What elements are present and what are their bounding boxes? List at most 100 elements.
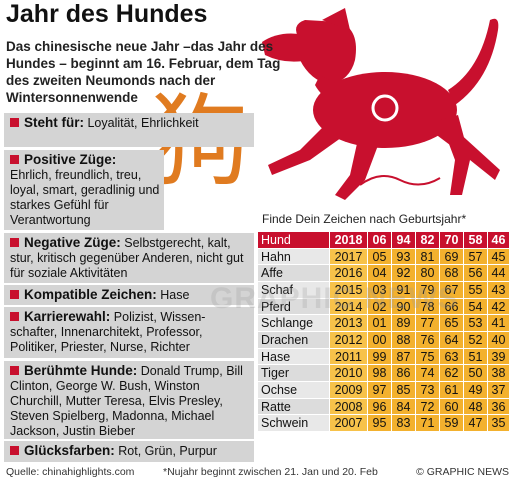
table-cell: 2011 (330, 348, 368, 366)
table-cell: 2015 (330, 282, 368, 299)
table-cell: 2014 (330, 298, 368, 316)
section-label: Steht für: (10, 115, 84, 130)
table-cell: 52 (464, 332, 488, 349)
section-text: Selbstgerecht, kalt, stur, kritisch gege… (10, 236, 244, 280)
section-label: Kompatible Zeichen: (10, 287, 157, 302)
table-cell: 51 (464, 348, 488, 366)
section-label: Karrierewahl: (10, 309, 110, 324)
table-cell: 45 (488, 248, 510, 266)
section: Glücksfarben: Rot, Grün, Purpur (4, 441, 254, 462)
table-cell: 98 (368, 365, 392, 382)
section: Kompatible Zeichen: Hase (4, 285, 254, 305)
table-cell: 89 (392, 315, 416, 332)
table-cell: 54 (464, 298, 488, 316)
header-cell: 70 (440, 232, 464, 249)
table-cell: 99 (368, 348, 392, 366)
table-cell: 68 (440, 265, 464, 282)
section-text: Polizist, Wissen-schafter, Innenarchitek… (10, 310, 206, 354)
table-cell: 65 (440, 315, 464, 332)
table-cell: 84 (392, 398, 416, 416)
table-cell: 02 (368, 298, 392, 316)
table-cell: 93 (392, 248, 416, 266)
table-cell: 87 (392, 348, 416, 366)
table-cell: 2008 (330, 398, 368, 416)
table-cell: 03 (368, 282, 392, 299)
table-cell: 2012 (330, 332, 368, 349)
table-cell: 88 (392, 332, 416, 349)
table-cell: 2009 (330, 382, 368, 399)
table-cell: 59 (440, 415, 464, 432)
footnote: *Nujahr beginnt zwischen 21. Jan und 20.… (163, 466, 378, 478)
section-label: Positive Züge: (10, 152, 116, 167)
table-cell: 91 (392, 282, 416, 299)
table-cell: Affe (258, 265, 330, 282)
table-cell: 90 (392, 298, 416, 316)
table-cell: 60 (440, 398, 464, 416)
table-caption: Finde Dein Zeichen nach Geburtsjahr* (262, 212, 467, 226)
table-cell: 80 (416, 265, 440, 282)
table-cell: 92 (392, 265, 416, 282)
header-cell: 58 (464, 232, 488, 249)
table-cell: 85 (392, 382, 416, 399)
table-cell: 00 (368, 332, 392, 349)
header-cell: Hund (258, 232, 330, 249)
table-cell: 63 (440, 348, 464, 366)
table-cell: Tiger (258, 365, 330, 382)
section-label: Glücksfarben: (10, 443, 115, 458)
table-cell: 35 (488, 415, 510, 432)
header-cell: 06 (368, 232, 392, 249)
table-cell: 71 (416, 415, 440, 432)
section-label: Berühmte Hunde: (10, 363, 137, 378)
table-cell: 2013 (330, 315, 368, 332)
source: Quelle: chinahighlights.com (6, 466, 135, 478)
table-cell: Schaf (258, 282, 330, 299)
table-cell: Ochse (258, 382, 330, 399)
table-cell: 66 (440, 298, 464, 316)
table-cell: 41 (488, 315, 510, 332)
table-cell: 72 (416, 398, 440, 416)
table-cell: 49 (464, 382, 488, 399)
table-cell: 97 (368, 382, 392, 399)
table-cell: Schwein (258, 415, 330, 432)
table-cell: Schlange (258, 315, 330, 332)
section: Karrierewahl: Polizist, Wissen-schafter,… (4, 307, 254, 358)
table-cell: 81 (416, 248, 440, 266)
section-text: Loyalität, Ehrlichkeit (87, 116, 199, 130)
table-cell: 2007 (330, 415, 368, 432)
subtitle: Das chinesische neue Jahr –das Jahr des … (6, 39, 281, 105)
credit: © GRAPHIC NEWS (416, 466, 509, 478)
table-cell: 76 (416, 332, 440, 349)
title: Jahr des Hundes (6, 0, 208, 28)
table-cell: 57 (464, 248, 488, 266)
table-cell: 40 (488, 332, 510, 349)
table-cell: 43 (488, 282, 510, 299)
table-cell: 86 (392, 365, 416, 382)
table-cell: 2010 (330, 365, 368, 382)
header-cell: 94 (392, 232, 416, 249)
section: Negative Züge: Selbstgerecht, kalt, stur… (4, 233, 254, 283)
table-cell: 96 (368, 398, 392, 416)
table-cell: 2016 (330, 265, 368, 282)
table-cell: 47 (464, 415, 488, 432)
table-cell: 75 (416, 348, 440, 366)
section: Steht für: Loyalität, Ehrlichkeit (4, 113, 254, 147)
table-cell: 48 (464, 398, 488, 416)
table-cell: 05 (368, 248, 392, 266)
table-cell: 2017 (330, 248, 368, 266)
section-text: Ehrlich, freundlich, treu, loyal, smart,… (10, 168, 160, 227)
section-text: Donald Trump, Bill Clinton, George W. Bu… (10, 364, 243, 438)
table-cell: Ratte (258, 398, 330, 416)
section-text: Hase (160, 288, 190, 302)
table-cell: 67 (440, 282, 464, 299)
header-cell: 82 (416, 232, 440, 249)
table-cell: 38 (488, 365, 510, 382)
header-cell: 46 (488, 232, 510, 249)
table-cell: 61 (440, 382, 464, 399)
table-cell: 73 (416, 382, 440, 399)
table-cell: 56 (464, 265, 488, 282)
table-cell: 62 (440, 365, 464, 382)
table-cell: Hase (258, 348, 330, 366)
section-text: Rot, Grün, Purpur (118, 444, 217, 458)
